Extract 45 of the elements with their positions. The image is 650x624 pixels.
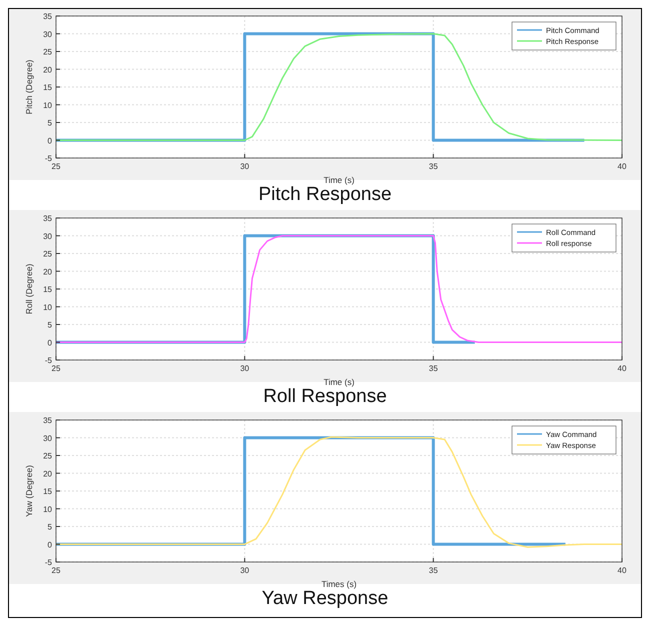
text: Yaw Response [262,588,388,609]
y-axis-title: Pitch (Degree) [24,59,34,114]
y-tick-label: -5 [44,356,53,365]
y-tick-label: 15 [43,83,53,92]
y-tick-label: 20 [43,469,53,478]
x-axis-title: Time (s) [324,175,355,185]
x-tick-label: 30 [240,364,250,373]
y-tick-label: 35 [43,416,53,425]
y-tick-label: 25 [43,250,53,258]
y-tick-label: 10 [43,504,53,514]
x-axis-title: Times (s) [321,579,357,589]
x-tick-label: 35 [428,364,438,373]
y-tick-label: 15 [43,285,53,294]
y-tick-label: 0 [48,540,53,550]
x-tick-label: 35 [428,162,438,171]
x-tick-label: 40 [618,566,627,575]
x-tick-label: 40 [618,162,627,171]
y-tick-label: 15 [43,487,53,496]
y-tick-label: 5 [48,118,53,128]
y-tick-label: 35 [43,12,53,21]
x-tick-label: 40 [618,364,627,373]
y-tick-label: 30 [43,232,53,241]
y-tick-label: 30 [43,30,53,39]
y-tick-label: 0 [48,338,53,348]
y-tick-label: 20 [43,65,53,74]
x-axis-title: Time (s) [324,377,355,387]
y-axis-title: Yaw (Degree) [24,464,34,517]
y-tick-label: -5 [44,558,53,567]
y-tick-label: 5 [48,522,53,532]
y-tick-label: 25 [43,452,53,460]
y-tick-label: 30 [43,434,53,443]
text: Roll Response [263,386,387,407]
x-tick-label: 35 [428,566,438,575]
y-tick-label: -5 [44,154,53,163]
y-tick-label: 35 [43,214,53,223]
text: Pitch Response [258,184,392,205]
y-axis-title: Roll (Degree) [24,264,34,314]
y-tick-label: 25 [43,48,53,56]
y-tick-label: 5 [48,320,53,330]
x-tick-label: 30 [240,162,250,171]
x-tick-label: 30 [240,566,250,575]
y-tick-label: 0 [48,136,53,146]
y-tick-label: 10 [43,100,53,110]
y-tick-label: 20 [43,267,53,276]
y-tick-label: 10 [43,302,53,312]
